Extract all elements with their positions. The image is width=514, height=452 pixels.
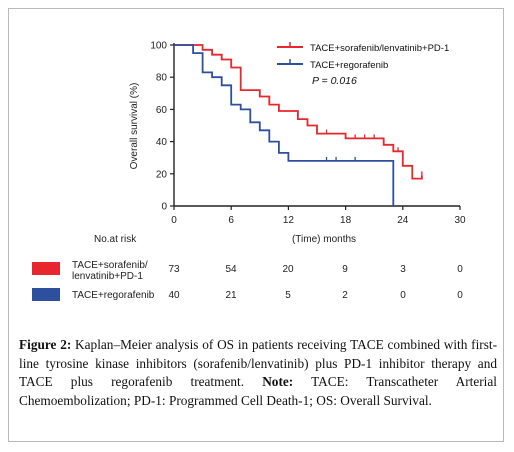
chart-legend: TACE+sorafenib/lenvatinib+PD-1 TACE+rego…: [277, 42, 449, 71]
x-tick-label: 6: [228, 215, 234, 226]
figure-caption: Figure 2: Kaplan–Meier analysis of OS in…: [19, 336, 497, 410]
risk-value: 54: [225, 264, 237, 275]
caption-note-text: TACE: Transcatheter Arterial Chemoemboli…: [19, 374, 497, 408]
survival-curve-1: [174, 44, 423, 180]
x-tick-label: 30: [454, 215, 466, 226]
risk-row-2-label: TACE+regorafenib: [72, 290, 154, 301]
y-tick-label: 80: [156, 73, 168, 84]
risk-row-1-label-line2: lenvatinib+PD-1: [72, 271, 143, 282]
legend-label-1: TACE+sorafenib/lenvatinib+PD-1: [310, 43, 449, 54]
legend-label-2: TACE+regorafenib: [310, 60, 388, 71]
y-tick-label: 60: [156, 105, 168, 116]
risk-row-1-label: TACE+sorafenib/ lenvatinib+PD-1: [72, 260, 148, 282]
x-tick-label: 24: [397, 215, 409, 226]
y-axis-label: Overall survival (%): [129, 83, 140, 170]
risk-table-title: No.at risk: [94, 234, 137, 245]
risk-value: 2: [342, 290, 348, 301]
caption-text: Kaplan–Meier analysis of OS in patients …: [19, 337, 497, 389]
caption-label: Figure 2:: [19, 337, 72, 352]
x-tick-label: 0: [171, 215, 177, 226]
risk-value: 0: [457, 264, 463, 275]
risk-value: 73: [168, 264, 180, 275]
risk-value: 21: [225, 290, 237, 301]
risk-swatch-2: [32, 288, 60, 301]
risk-value: 0: [457, 290, 463, 301]
p-value-annotation: P = 0.016: [312, 75, 357, 87]
risk-value: 40: [168, 290, 180, 301]
x-axis-label: (Time) months: [292, 234, 356, 245]
figure-frame: [8, 8, 504, 442]
y-tick-label: 40: [156, 137, 168, 148]
risk-value: 3: [400, 264, 406, 275]
survival-curve-2: [174, 44, 395, 206]
y-tick-label: 0: [161, 202, 167, 213]
risk-value: 0: [400, 290, 406, 301]
risk-swatch-1: [32, 262, 60, 275]
risk-row-2-label-line1: TACE+regorafenib: [72, 290, 155, 301]
risk-value: 20: [282, 264, 294, 275]
x-tick-label: 12: [283, 215, 295, 226]
caption-note-label: Note:: [262, 374, 294, 389]
x-tick-label: 18: [340, 215, 352, 226]
risk-value: 9: [342, 264, 348, 275]
risk-row-1-label-line1: TACE+sorafenib/: [72, 260, 148, 271]
y-tick-label: 100: [150, 41, 167, 52]
y-tick-label: 20: [156, 169, 168, 180]
risk-value: 5: [285, 290, 291, 301]
